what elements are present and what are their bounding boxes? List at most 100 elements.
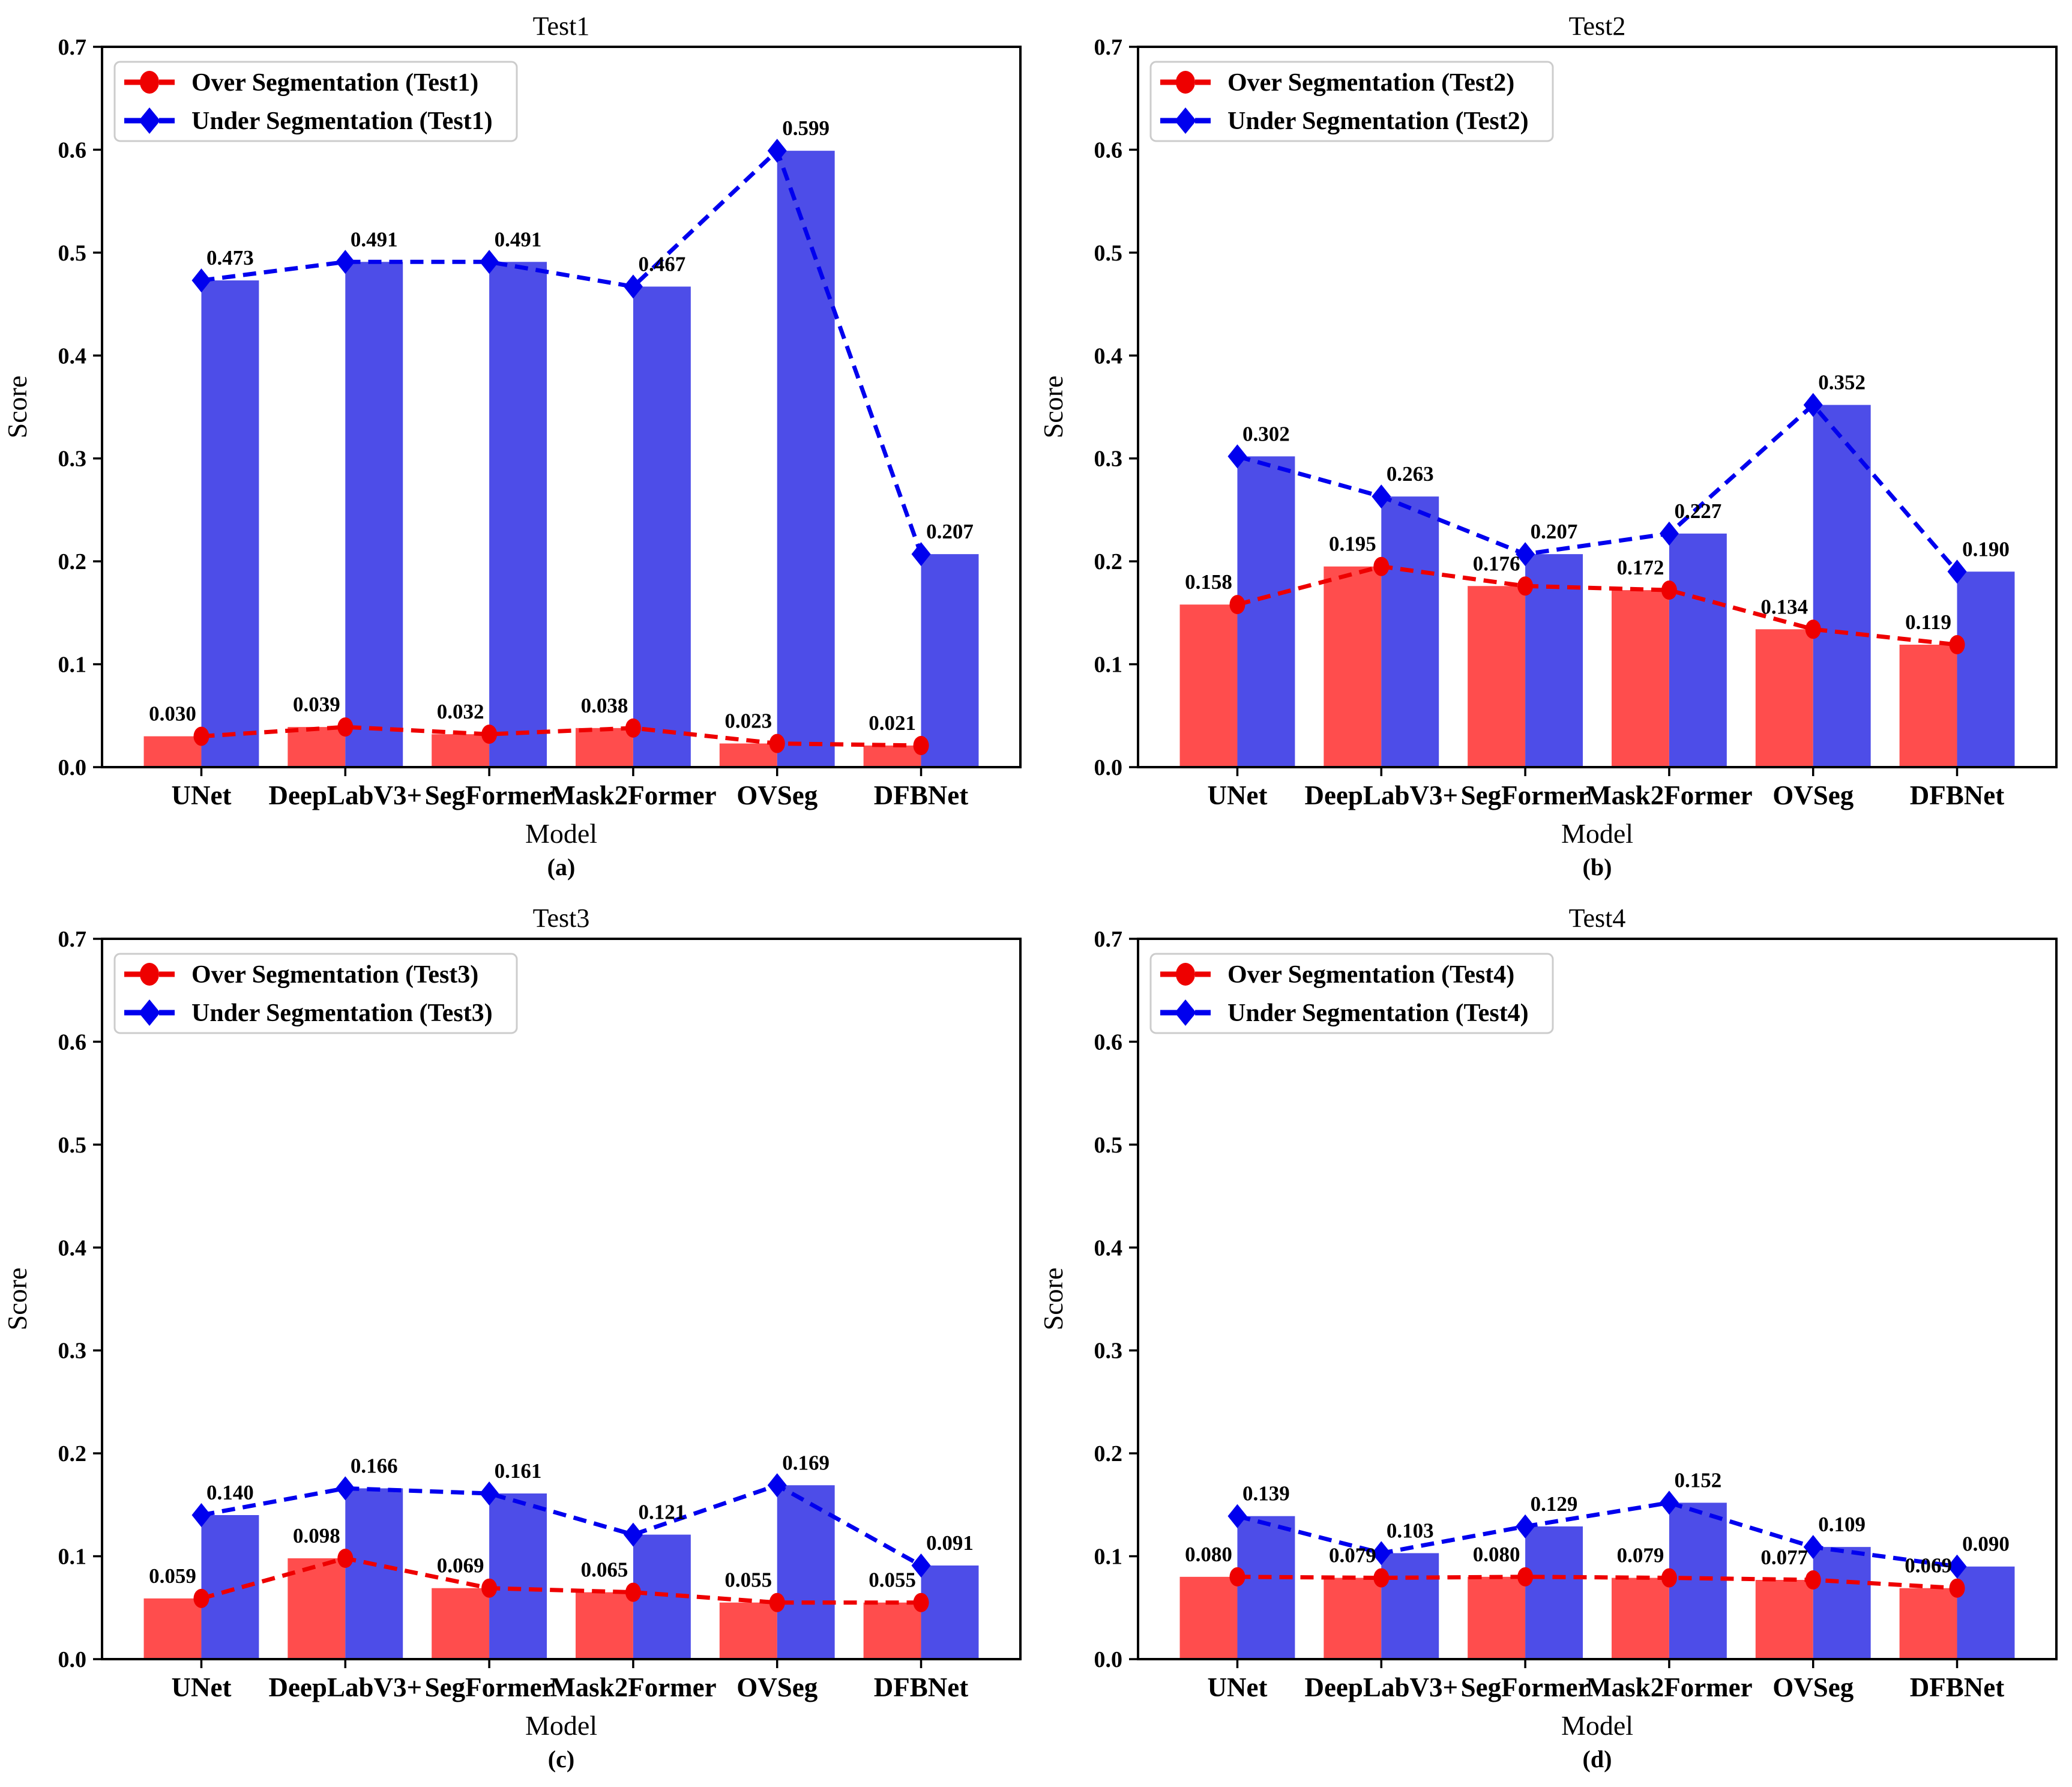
circle-marker [1949, 1578, 1965, 1598]
y-tick-label: 0.5 [1094, 241, 1123, 266]
axes-frame [1137, 938, 2058, 1660]
legend-label: Under Segmentation (Test3) [191, 999, 493, 1027]
over-segmentation-bar [1324, 1578, 1382, 1659]
circle-marker [1949, 635, 1965, 654]
chart-title: Test3 [533, 903, 590, 933]
diamond-marker [1372, 484, 1391, 509]
over-segmentation-line [201, 725, 921, 748]
under-segmentation-bar [201, 1515, 259, 1659]
x-category-label: UNet [171, 780, 231, 810]
legend-label: Under Segmentation (Test4) [1227, 999, 1529, 1027]
value-label: 0.166 [351, 1454, 398, 1477]
value-label: 0.039 [293, 693, 340, 716]
over-segmentation-bar [575, 728, 633, 767]
subplot-caption: (a) [547, 854, 576, 881]
value-label: 0.207 [926, 520, 974, 543]
y-tick-label: 0.7 [1094, 927, 1123, 952]
legend-box [113, 953, 518, 1034]
diamond-marker [623, 274, 643, 299]
diamond-marker [911, 1553, 931, 1578]
circle-marker [481, 1578, 498, 1598]
chart-title: Test4 [1569, 903, 1626, 933]
legend-circle-marker [140, 963, 159, 986]
legend-box [1149, 61, 1554, 142]
circle-marker [625, 718, 641, 738]
value-label: 0.103 [1387, 1519, 1434, 1542]
y-tick-label: 0.4 [1094, 343, 1123, 369]
axes-frame [1137, 46, 2058, 768]
x-category-label: OVSeg [736, 1672, 818, 1702]
over-segmentation-bar [143, 1598, 202, 1659]
over-segmentation-bar [1468, 1576, 1526, 1659]
chart-canvas-test4: 0.0 0.1 0.2 0.3 0.4 0.5 0.6 0.7 UNet DeepLabV3+ Se… [1038, 903, 2058, 1773]
y-tick-label: 0.2 [1094, 1441, 1123, 1466]
value-label: 0.079 [1329, 1544, 1376, 1567]
under-segmentation-line [200, 1483, 923, 1568]
diamond-marker [1803, 1535, 1823, 1559]
x-category-label: SegFormer [425, 780, 554, 810]
value-label: 0.032 [437, 700, 484, 723]
y-tick-label: 0.2 [1094, 549, 1123, 574]
circle-marker [1373, 556, 1390, 576]
chart-canvas-test3: 0.0 0.1 0.2 0.3 0.4 0.5 0.6 0.7 UNet DeepLabV3+ Se… [2, 903, 1022, 1773]
y-tick-label: 0.0 [1094, 1647, 1123, 1672]
over-segmentation-bar [143, 736, 202, 767]
over-segmentation-bar [1899, 1588, 1957, 1659]
chart-test3: 0.0 0.1 0.2 0.3 0.4 0.5 0.6 0.7 UNet DeepLabV3+ Se… [0, 892, 1036, 1784]
value-label: 0.055 [869, 1569, 916, 1592]
circle-marker [1517, 576, 1534, 596]
chart-canvas-test2: 0.0 0.1 0.2 0.3 0.4 0.5 0.6 0.7 UNet DeepLabV3+ Se… [1038, 11, 2058, 881]
value-label: 0.190 [1962, 537, 2010, 561]
value-label: 0.263 [1387, 462, 1434, 486]
under-segmentation-bar [1813, 1547, 1871, 1659]
value-label: 0.080 [1185, 1543, 1232, 1566]
over-segmentation-bar [863, 746, 921, 767]
x-category-label: DeepLabV3+ [1304, 1672, 1458, 1702]
x-category-label: DeepLabV3+ [1304, 780, 1458, 810]
value-label: 0.021 [869, 711, 916, 735]
circle-marker [337, 1549, 354, 1568]
y-axis-label: Score [1038, 1268, 1068, 1331]
over-segmentation-bar [1755, 629, 1813, 767]
circle-marker [1229, 1567, 1245, 1587]
subplot-caption: (c) [548, 1746, 574, 1773]
y-axis-label: Score [2, 376, 32, 439]
diamond-marker [1659, 521, 1679, 546]
y-tick-label: 0.7 [58, 927, 87, 952]
y-tick-label: 0.3 [58, 447, 87, 472]
diamond-marker [1227, 1504, 1247, 1528]
under-segmentation-bar [1957, 1566, 2015, 1659]
over-segmentation-bar [288, 727, 346, 767]
subplot-caption: (b) [1583, 854, 1612, 881]
under-segmentation-line [1236, 402, 1959, 573]
x-axis-label: Model [1561, 818, 1633, 849]
y-tick-label: 0.5 [1094, 1133, 1123, 1158]
under-segmentation-bar [921, 554, 979, 767]
diamond-marker [1372, 1541, 1391, 1566]
diamond-marker [336, 1476, 355, 1501]
circle-marker [193, 1588, 209, 1608]
value-label: 0.059 [149, 1564, 196, 1588]
y-tick-label: 0.4 [1094, 1235, 1123, 1261]
x-category-label: OVSeg [1772, 1672, 1854, 1702]
circle-marker [625, 1582, 641, 1602]
x-axis-label: Model [1561, 1710, 1633, 1741]
value-label: 0.227 [1674, 499, 1721, 523]
value-label: 0.069 [437, 1554, 484, 1578]
x-category-label: DeepLabV3+ [268, 1672, 422, 1702]
under-segmentation-bar [777, 151, 835, 768]
diamond-marker [1947, 1554, 1967, 1579]
under-segmentation-bar [1957, 571, 2015, 767]
legend-diamond-marker [139, 999, 160, 1026]
x-category-label: Mask2Former [550, 780, 716, 810]
circle-marker [913, 736, 929, 755]
chart-canvas-test1: 0.0 0.1 0.2 0.3 0.4 0.5 0.6 0.7 UNet DeepLabV3+ Se… [2, 11, 1022, 881]
diamond-marker [191, 268, 211, 293]
over-segmentation-bar [1468, 586, 1526, 767]
y-tick-label: 0.4 [58, 343, 87, 369]
y-axis-label: Score [1038, 376, 1068, 439]
legend-diamond-marker [139, 107, 160, 134]
value-label: 0.161 [495, 1459, 542, 1483]
circle-marker [1661, 580, 1677, 600]
